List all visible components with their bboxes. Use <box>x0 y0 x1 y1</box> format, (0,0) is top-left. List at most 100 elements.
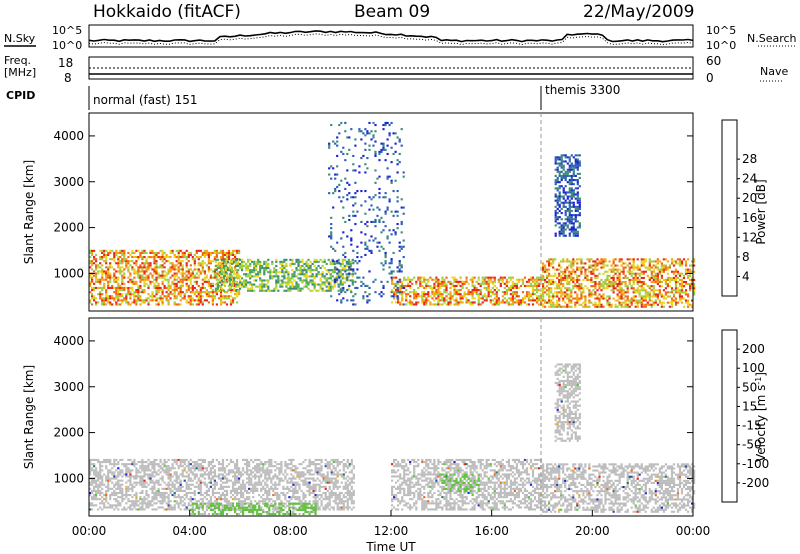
echo-cell <box>618 260 621 263</box>
echo-cell <box>626 270 629 273</box>
echo-cell <box>684 289 688 292</box>
echo-cell <box>656 289 659 292</box>
echo-cell <box>421 284 424 287</box>
echo-cell <box>226 289 230 292</box>
echo-cell <box>149 469 152 472</box>
echo-cell <box>642 299 645 302</box>
echo-cell <box>117 500 120 503</box>
echo-cell <box>167 303 170 306</box>
echo-cell <box>584 276 587 279</box>
echo-cell <box>209 461 212 464</box>
echo-cell <box>283 271 286 274</box>
echo-cell <box>378 241 381 244</box>
echo-cell <box>157 284 160 287</box>
echo-cell <box>135 508 138 511</box>
echo-cell <box>111 286 114 289</box>
echo-cell <box>566 209 569 212</box>
echo-cell <box>584 301 587 304</box>
echo-cell <box>143 249 146 252</box>
echo-cell <box>505 293 508 296</box>
echo-cell <box>477 295 480 298</box>
echo-cell <box>600 283 603 286</box>
echo-cell <box>191 483 194 486</box>
echo-cell <box>341 267 344 270</box>
echo-cell <box>313 269 316 272</box>
echo-cell <box>207 266 210 269</box>
echo-cell <box>193 473 196 476</box>
echo-cell <box>374 181 377 184</box>
echo-cell <box>614 305 617 308</box>
echo-cell <box>97 301 100 304</box>
echo-cell <box>125 295 128 298</box>
echo-cell <box>333 283 336 286</box>
echo-cell <box>115 251 118 254</box>
echo-cell <box>167 467 170 470</box>
echo-cell <box>433 282 436 285</box>
echo-cell <box>411 291 414 294</box>
echo-cell <box>618 258 621 261</box>
echo-cell <box>380 231 383 234</box>
echo-cell <box>135 249 138 252</box>
echo-cell <box>171 264 174 267</box>
echo-cell <box>630 266 633 269</box>
echo-cell <box>431 286 434 289</box>
echo-cell <box>566 293 569 296</box>
echo-cell <box>491 303 494 306</box>
echo-cell <box>197 303 200 306</box>
echo-cell <box>481 301 484 304</box>
echo-cell <box>350 128 353 131</box>
echo-cell <box>590 285 593 288</box>
echo-cell <box>388 266 391 269</box>
echo-cell <box>398 245 401 248</box>
echo-cell <box>141 301 144 304</box>
echo-cell <box>177 303 180 306</box>
echo-cell <box>455 289 458 292</box>
echo-cell <box>624 305 627 308</box>
echo-cell <box>91 483 94 486</box>
echo-cell <box>327 285 330 288</box>
echo-cell <box>501 291 504 294</box>
echo-cell <box>604 283 607 286</box>
echo-cell <box>157 282 160 285</box>
echo-cell <box>185 262 188 265</box>
echo-cell <box>141 278 144 281</box>
colorbar-tick: 28 <box>742 152 757 166</box>
echo-cell <box>333 285 336 288</box>
echo-cell <box>93 458 96 461</box>
echo-cell <box>293 285 296 288</box>
echo-cell <box>644 289 647 292</box>
echo-cell <box>604 260 607 263</box>
echo-cell <box>554 224 557 227</box>
echo-cell <box>129 297 132 300</box>
echo-cell <box>642 295 645 298</box>
echo-cell <box>195 295 198 298</box>
echo-cell <box>632 266 635 269</box>
echo-cell <box>135 500 138 503</box>
echo-cell <box>668 276 671 279</box>
echo-cell <box>255 264 258 267</box>
echo-cell <box>409 303 412 306</box>
echo-cell <box>628 262 631 265</box>
echo-cell <box>119 270 122 273</box>
echo-cell <box>618 289 621 292</box>
echo-cell <box>678 258 682 261</box>
echo-cell <box>668 281 671 284</box>
echo-cell <box>105 253 108 256</box>
echo-cell <box>588 289 591 292</box>
station-title: Hokkaido (fitACF) <box>93 2 241 22</box>
echo-cell <box>157 303 160 306</box>
echo-cell <box>121 286 124 289</box>
echo-cell <box>560 185 563 188</box>
echo-cell <box>101 293 104 296</box>
echo-cell <box>499 301 502 304</box>
echo-cell <box>143 280 146 283</box>
echo-cell <box>275 260 278 263</box>
echo-cell <box>566 220 569 223</box>
echo-cell <box>209 496 212 499</box>
echo-cell <box>346 262 349 265</box>
echo-cell <box>680 289 684 292</box>
echo-cell <box>536 289 539 292</box>
echo-cell <box>169 286 172 289</box>
echo-cell <box>135 299 138 302</box>
echo-cell <box>558 203 561 206</box>
